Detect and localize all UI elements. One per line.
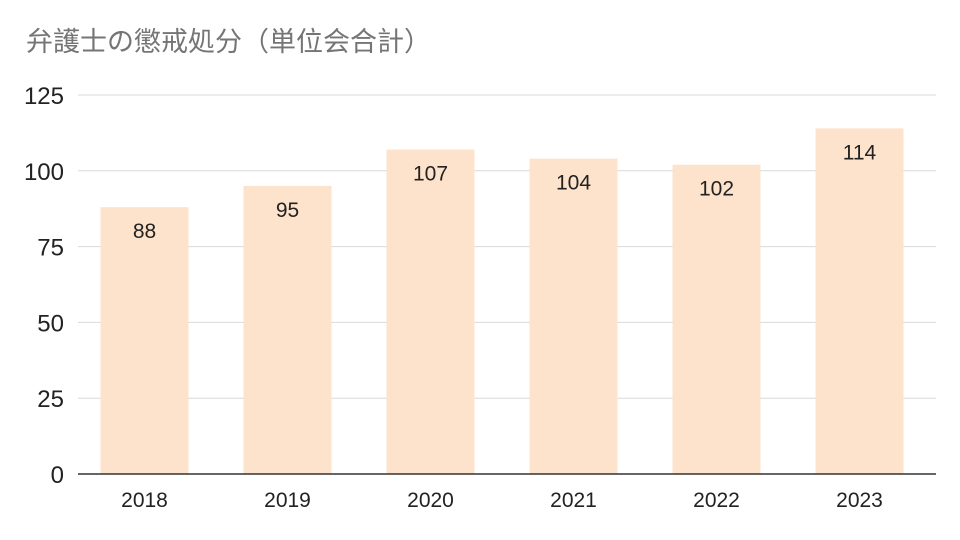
bar-2023: [815, 128, 904, 475]
x-tick-label-2023: 2023: [836, 489, 883, 512]
y-tick-label: 0: [51, 462, 64, 489]
bar-2018: [100, 207, 189, 474]
bar-2020: [386, 149, 475, 475]
x-tick-label-2020: 2020: [407, 489, 454, 512]
data-label-2019: 95: [276, 199, 299, 222]
data-label-2021: 104: [556, 172, 591, 195]
chart-title: 弁護士の懲戒処分（単位会合計）: [26, 27, 431, 58]
y-axis-ticks: 0 25 50 75 100 125: [24, 83, 64, 489]
y-tick-label: 100: [24, 159, 64, 186]
bar-2021: [529, 158, 618, 474]
gridlines: [78, 94, 936, 399]
data-label-2023: 114: [843, 141, 877, 164]
y-tick-label: 25: [37, 386, 64, 413]
x-tick-label-2022: 2022: [693, 489, 740, 512]
data-label-2022: 102: [699, 178, 734, 201]
data-label-2020: 107: [413, 163, 448, 186]
bar-2019: [243, 185, 332, 474]
y-tick-label: 75: [37, 235, 64, 262]
data-labels: 88 95 107 104 102 114: [133, 141, 877, 243]
y-tick-label: 125: [24, 83, 64, 110]
data-label-2018: 88: [133, 220, 156, 243]
y-tick-label: 50: [37, 310, 64, 337]
x-tick-label-2021: 2021: [550, 489, 597, 512]
bar-2022: [672, 164, 761, 474]
x-axis-ticks: 2018 2019 2020 2021 2022 2023: [121, 489, 883, 512]
x-tick-label-2019: 2019: [264, 489, 311, 512]
x-tick-label-2018: 2018: [121, 489, 168, 512]
bars: [100, 128, 904, 475]
